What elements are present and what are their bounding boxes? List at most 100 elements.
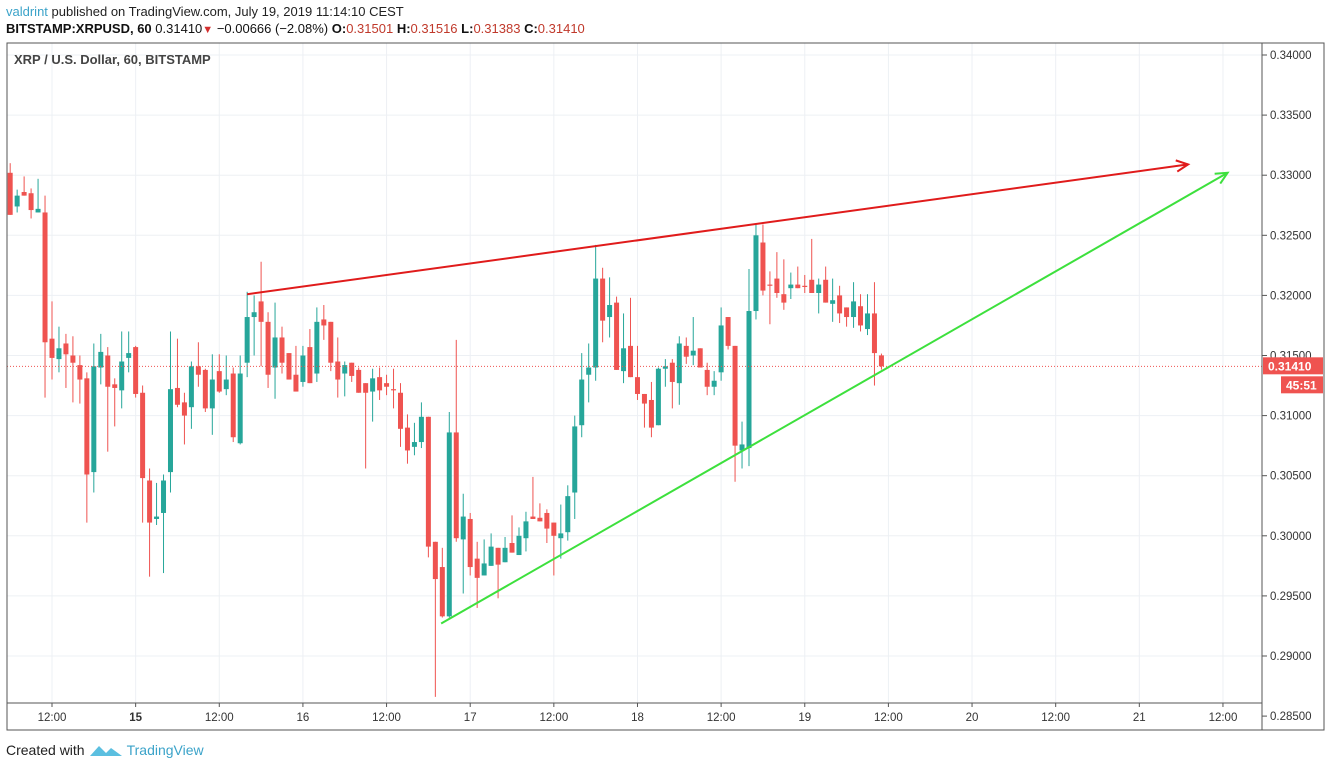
candle-body [293,374,299,392]
candle [844,307,850,327]
candle [35,178,41,213]
candle [411,422,417,456]
countdown-badge [1281,376,1323,394]
candle [223,355,229,396]
candle [648,381,654,438]
candle-body [404,427,410,451]
candle-body [56,348,62,360]
support-trendline [440,171,1229,625]
candle [579,353,585,438]
candle [202,368,208,412]
candle [230,367,236,443]
candle [209,354,215,435]
trendlines[interactable] [247,159,1230,625]
candle-body [593,278,599,368]
candle-body [244,317,250,363]
candle-body [565,496,571,533]
candle-body [188,366,194,408]
candle-body [844,307,850,318]
symbol: BITSTAMP:XRPUSD, 60 [6,21,152,36]
resistance-trendline [247,163,1189,296]
candle-body [509,543,515,553]
x-tick-label: 16 [297,712,310,724]
candle [704,362,710,396]
x-tick-label: 20 [966,712,979,724]
x-tick-label: 12:00 [372,712,401,724]
candle-body [753,235,759,312]
candle-body [830,300,836,304]
candle-body [488,546,494,566]
candle-body [49,338,55,358]
candle-body [725,317,731,346]
candle-body [21,192,27,196]
candle [878,353,884,370]
candle [418,402,424,449]
x-tick-label: 12:00 [874,712,903,724]
candle-body [453,432,459,539]
candle [265,312,271,388]
candle-body [690,350,696,356]
candle-body [774,278,780,293]
candle-body [105,355,111,387]
candle [864,294,870,336]
x-tick-label: 12:00 [1209,712,1238,724]
candle [98,333,104,385]
triangle-down-icon: ▼ [202,24,214,36]
candle [746,268,752,467]
candle-body [767,284,773,286]
candle [363,383,369,469]
candle-body [300,355,306,382]
candle-body [251,312,257,318]
candle [84,372,90,523]
candle-body [411,442,417,447]
candle [788,272,794,300]
candle [384,374,390,396]
y-tick-label: 0.30500 [1270,471,1312,483]
candle-body [7,172,13,215]
candle [293,345,299,392]
x-tick-label: 12:00 [205,712,234,724]
tradingview-logo-icon [89,746,122,756]
candle-body [676,343,682,384]
x-tick-label: 18 [631,712,644,724]
candle [530,476,536,519]
open-label: O: [331,21,347,36]
candle [655,367,661,426]
author-link[interactable]: valdrint [6,4,48,19]
candle [42,195,48,398]
candle [558,504,564,559]
candle [195,342,201,387]
candle-body [746,311,752,449]
tradingview-link[interactable]: TradingView [126,742,204,758]
candle [690,317,696,366]
candle-body [795,284,801,289]
candle [607,277,613,338]
candle-body [174,387,180,405]
candle-body [119,361,125,391]
x-tick-label: 19 [798,712,811,724]
candle-body [662,366,668,369]
candle-body [530,516,536,519]
candle-body [669,362,675,382]
candle-body [697,348,703,368]
candle-body [718,325,724,373]
y-tick-label: 0.29000 [1270,651,1312,663]
candle [481,539,487,576]
candle [753,224,759,320]
y-tick-label: 0.34000 [1270,50,1312,62]
candle [279,326,285,374]
candle-body [732,345,738,446]
candle [858,294,864,332]
candle [509,515,515,553]
arrow-head-icon [1175,159,1191,173]
candle-body [126,353,132,358]
candle-body [586,367,592,375]
candle [823,266,829,303]
candle-body [516,535,522,556]
candle [474,541,480,608]
candle-body [851,301,857,318]
candle [767,271,773,325]
candle [167,331,173,493]
candle-body [446,432,452,617]
